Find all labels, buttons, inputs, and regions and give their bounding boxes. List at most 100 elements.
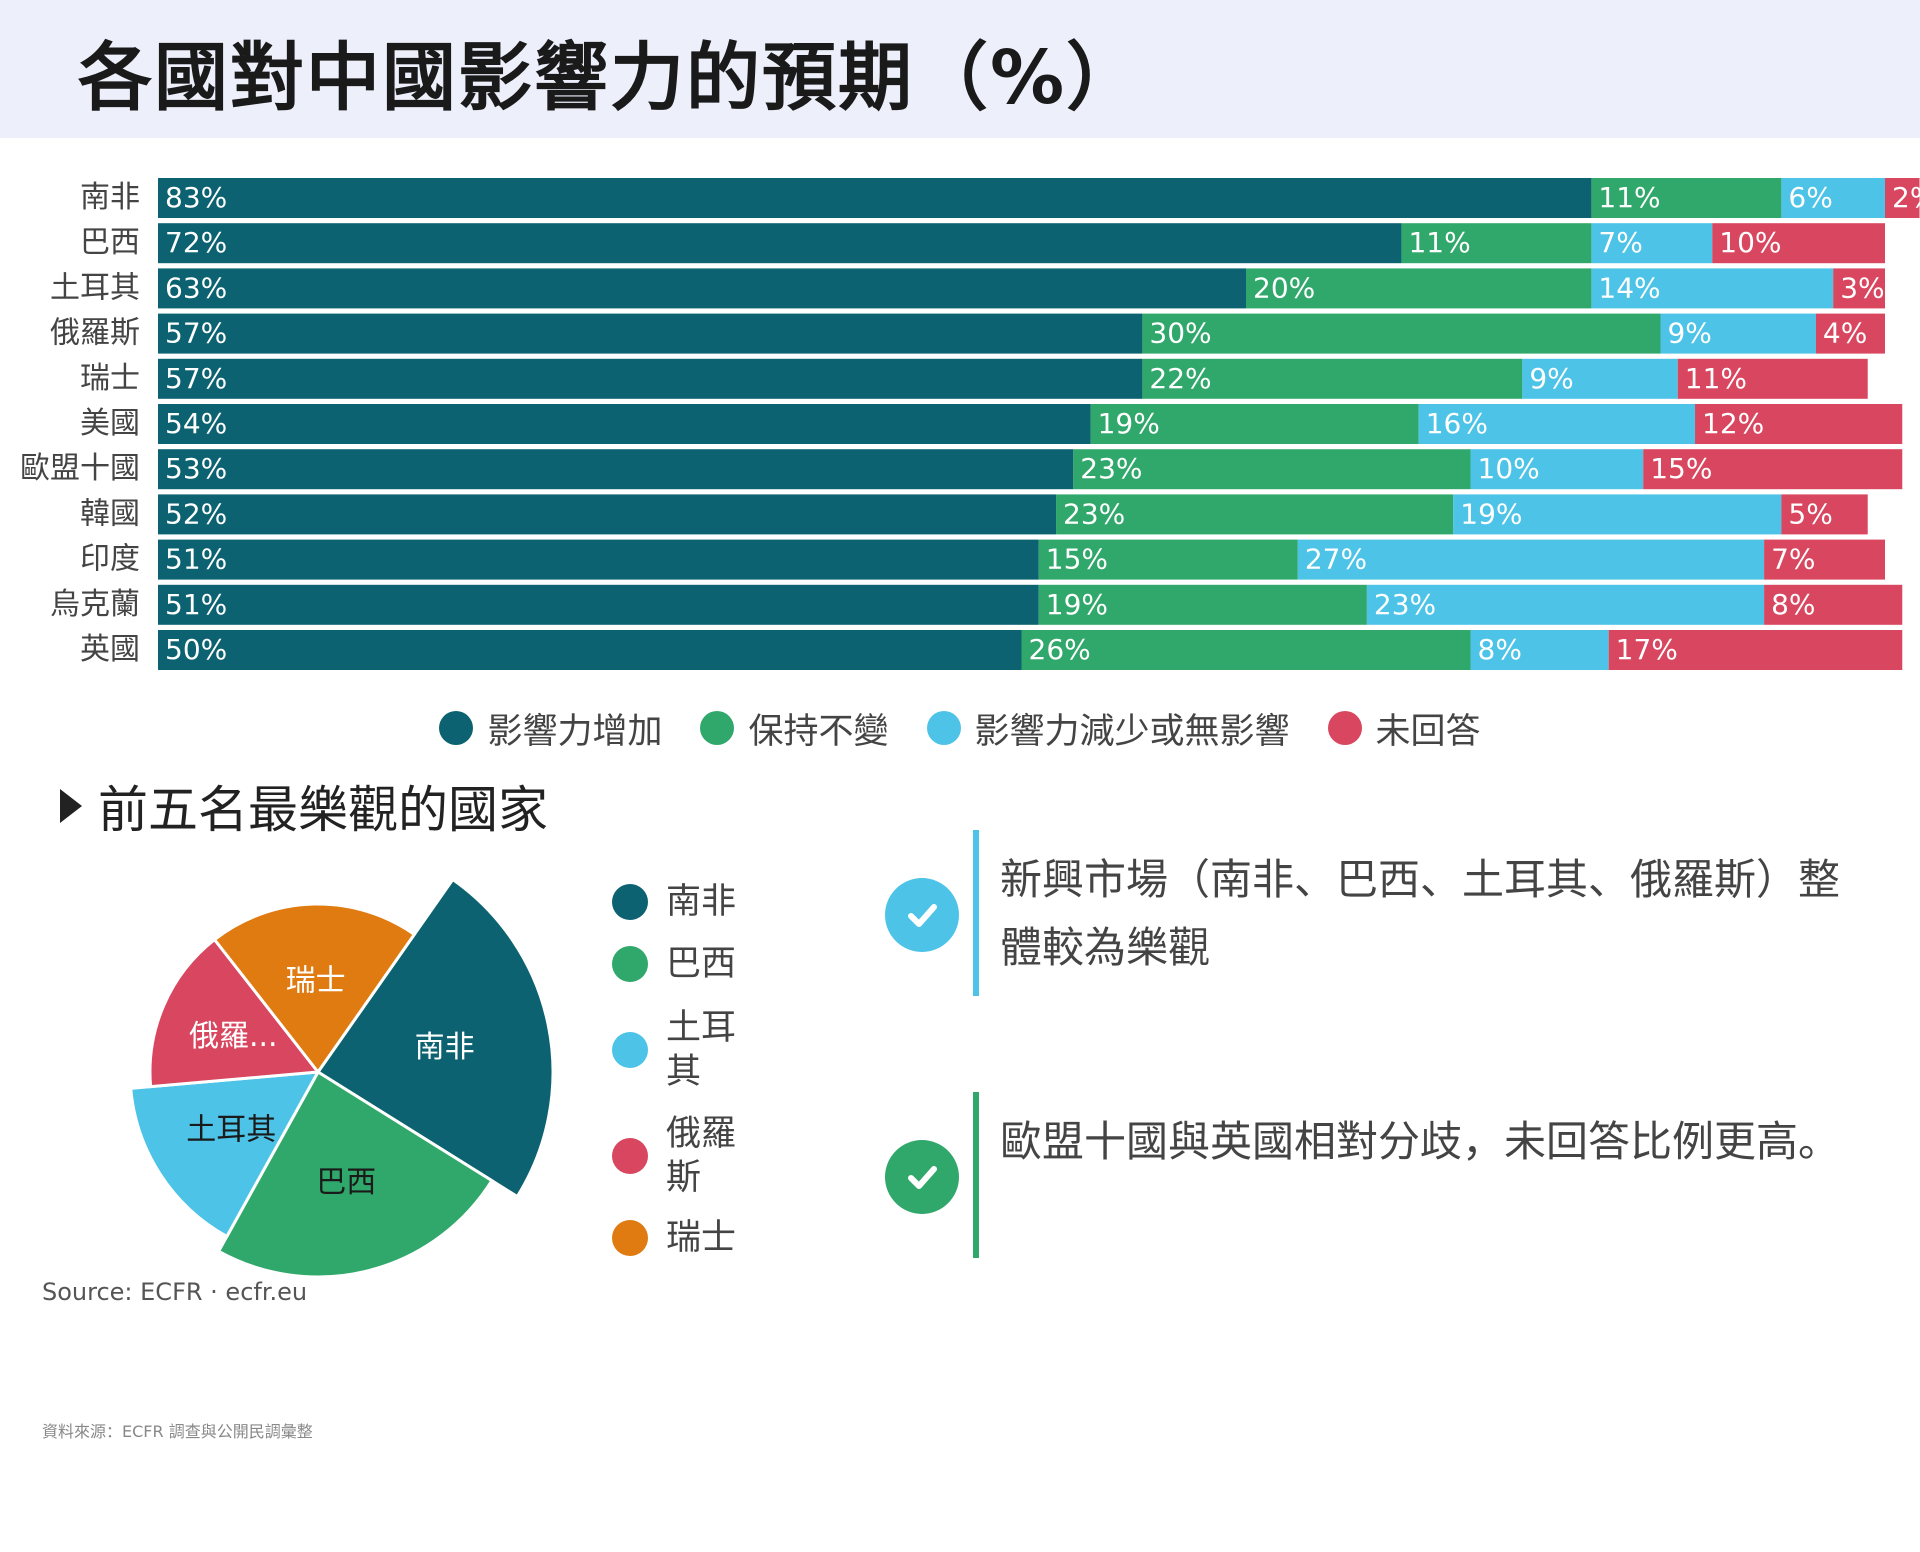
pie-legend-label: 巴西	[666, 944, 737, 984]
bar-segment	[158, 494, 1057, 535]
bar-value-label: 11%	[1685, 362, 1747, 395]
callout-divider	[973, 830, 979, 996]
bar-value-label: 19%	[1460, 497, 1522, 530]
bar-category-label: 印度	[80, 542, 140, 577]
bar-value-label: 17%	[1616, 633, 1678, 666]
bar-segment	[1297, 539, 1765, 580]
pie-slice	[148, 937, 321, 1089]
bar-segment	[1764, 539, 1885, 580]
bar-value-label: 83%	[165, 181, 227, 214]
bar-segment	[158, 539, 1039, 580]
bar-segment	[1712, 223, 1885, 264]
bar-value-label: 51%	[165, 588, 227, 621]
pie-legend-item-brazil: 巴西	[612, 942, 746, 986]
bar-segment	[1591, 178, 1782, 218]
bar-segment	[158, 404, 1091, 444]
pie-legend-item-turkey: 土耳其	[612, 1006, 746, 1094]
bar-legend: 影響力增加 保持不變 影響力減少或無影響 未回答	[0, 703, 1920, 753]
pie-slice-label: 巴西	[316, 1165, 376, 1200]
callout-text: 歐盟十國與英國相對分歧，未回答比例更高。	[1000, 1117, 1841, 1166]
section-heading-text: 前五名最樂觀的國家	[98, 781, 548, 839]
bar-segment	[1056, 494, 1454, 535]
bar-segment	[158, 178, 1592, 218]
bar-value-label: 5%	[1788, 497, 1832, 530]
legend-swatch	[700, 711, 735, 745]
pie-legend-label: 瑞士	[666, 1218, 737, 1258]
bar-value-label: 15%	[1650, 452, 1712, 485]
bar-value-label: 26%	[1029, 633, 1091, 666]
bar-value-label: 4%	[1823, 317, 1867, 350]
bar-category-label: 歐盟十國	[20, 451, 140, 486]
bar-segment	[1142, 313, 1661, 354]
bar-value-label: 52%	[165, 497, 227, 530]
bar-value-label: 14%	[1598, 271, 1660, 304]
pie-slice	[216, 1069, 494, 1279]
bar-segment	[1695, 404, 1903, 444]
pie-legend-swatch	[612, 884, 648, 920]
bar-value-label: 23%	[1080, 452, 1142, 485]
bar-value-label: 15%	[1046, 543, 1108, 576]
bar-value-label: 19%	[1098, 407, 1160, 440]
legend-item-no-answer: 未回答	[1327, 703, 1481, 754]
bar-segment	[1246, 268, 1592, 309]
bar-segment	[1090, 404, 1419, 444]
bar-value-label: 16%	[1426, 407, 1488, 440]
bar-value-label: 57%	[165, 362, 227, 395]
legend-swatch	[439, 711, 474, 745]
bar-value-label: 50%	[165, 633, 227, 666]
stacked-bar-chart: 南非 83% 11% 6% 2% 巴西 72% 11% 7% 10% 土耳其 63% 20% 14% 3% 俄…	[20, 178, 1920, 670]
callout-emerging-markets: 新興市場（南非、巴西、土耳其、俄羅斯）整體較為樂觀	[880, 830, 1880, 1000]
bar-segment	[1453, 494, 1782, 535]
pie-slice-label: 瑞士	[286, 964, 346, 999]
bar-segment	[1781, 178, 1885, 218]
bar-value-label: 6%	[1788, 181, 1832, 214]
pie-slice	[212, 902, 417, 1075]
legend-label: 影響力減少或無影響	[974, 711, 1290, 752]
bar-category-label: 巴西	[80, 225, 140, 260]
pie-legend-item-south-africa: 南非	[612, 880, 746, 924]
pie-legend-swatch	[612, 946, 648, 982]
legend-label: 保持不變	[748, 711, 889, 752]
pie-legend-label: 俄羅斯	[666, 1114, 737, 1198]
bar-value-label: 9%	[1667, 317, 1711, 350]
bar-value-label: 53%	[165, 452, 227, 485]
bar-value-label: 20%	[1253, 271, 1315, 304]
bar-segment	[1677, 358, 1868, 399]
bar-segment	[1038, 584, 1367, 625]
bar-value-label: 51%	[165, 543, 227, 576]
bar-value-label: 10%	[1478, 452, 1540, 485]
bar-value-label: 8%	[1478, 633, 1522, 666]
bar-segment	[158, 268, 1247, 309]
pie-slice-label: 俄羅...	[189, 1019, 278, 1054]
bar-segment	[1833, 268, 1885, 309]
legend-swatch	[1327, 711, 1362, 745]
bar-value-label: 12%	[1702, 407, 1764, 440]
bar-category-label: 韓國	[80, 496, 140, 531]
bar-value-label: 23%	[1374, 588, 1436, 621]
bar-segment	[1764, 584, 1903, 625]
pie-legend-swatch	[612, 1220, 648, 1256]
bar-value-label: 72%	[165, 226, 227, 259]
pie-legend-label: 南非	[666, 882, 737, 922]
pie-legend-item-switzerland: 瑞士	[612, 1216, 746, 1260]
bar-value-label: 11%	[1598, 181, 1660, 214]
bar-segment	[1142, 358, 1523, 399]
bar-value-label: 3%	[1840, 271, 1884, 304]
pie-legend-label: 土耳其	[666, 1008, 737, 1092]
footnote: 資料來源：ECFR 調查與公開民調彙整	[42, 1422, 313, 1441]
bar-segment	[1366, 584, 1765, 625]
check-icon	[885, 878, 959, 952]
legend-item-same: 保持不變	[700, 703, 889, 754]
check-icon	[885, 1140, 959, 1214]
bar-value-label: 11%	[1408, 226, 1470, 259]
bar-value-label: 2%	[1892, 181, 1920, 214]
bar-value-label: 57%	[165, 317, 227, 350]
bar-segment	[158, 223, 1402, 264]
legend-label: 未回答	[1375, 711, 1481, 752]
callout-text: 新興市場（南非、巴西、土耳其、俄羅斯）整體較為樂觀	[1000, 855, 1841, 972]
bar-value-label: 63%	[165, 271, 227, 304]
bar-segment	[1470, 449, 1644, 490]
pie-legend-swatch	[612, 1032, 648, 1068]
pie-slice	[315, 877, 555, 1199]
